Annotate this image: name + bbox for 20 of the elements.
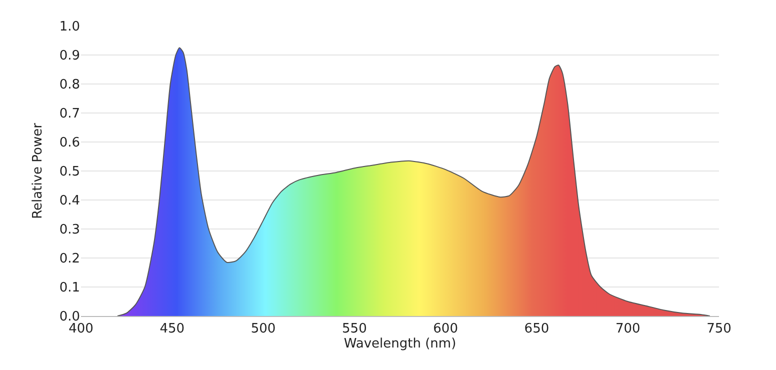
x-tick-label: 450 xyxy=(160,322,185,337)
y-tick-label: 0.4 xyxy=(59,194,80,209)
y-tick-label: 0.1 xyxy=(59,280,80,296)
x-tick-label: 500 xyxy=(250,322,276,337)
x-axis-title: Wavelength (nm) xyxy=(344,336,456,352)
y-tick-label: 1.0 xyxy=(59,20,80,35)
y-tick-label: 0.7 xyxy=(59,106,80,122)
y-tick-label: 0.9 xyxy=(59,48,80,64)
x-tick-label: 400 xyxy=(68,322,94,337)
y-tick-label: 0.3 xyxy=(59,222,80,238)
y-axis-title: Relative Power xyxy=(30,122,46,219)
x-tick-label: 700 xyxy=(615,322,640,337)
x-tick-label: 750 xyxy=(706,322,732,337)
x-tick-label: 650 xyxy=(524,322,550,337)
x-tick-label: 550 xyxy=(342,322,367,337)
y-tick-label: 0.5 xyxy=(59,164,80,180)
y-tick-label: 0.6 xyxy=(59,136,80,151)
y-tick-label: 0.2 xyxy=(59,252,80,267)
x-tick-label: 600 xyxy=(433,322,458,337)
y-tick-label: 0.8 xyxy=(59,78,80,93)
